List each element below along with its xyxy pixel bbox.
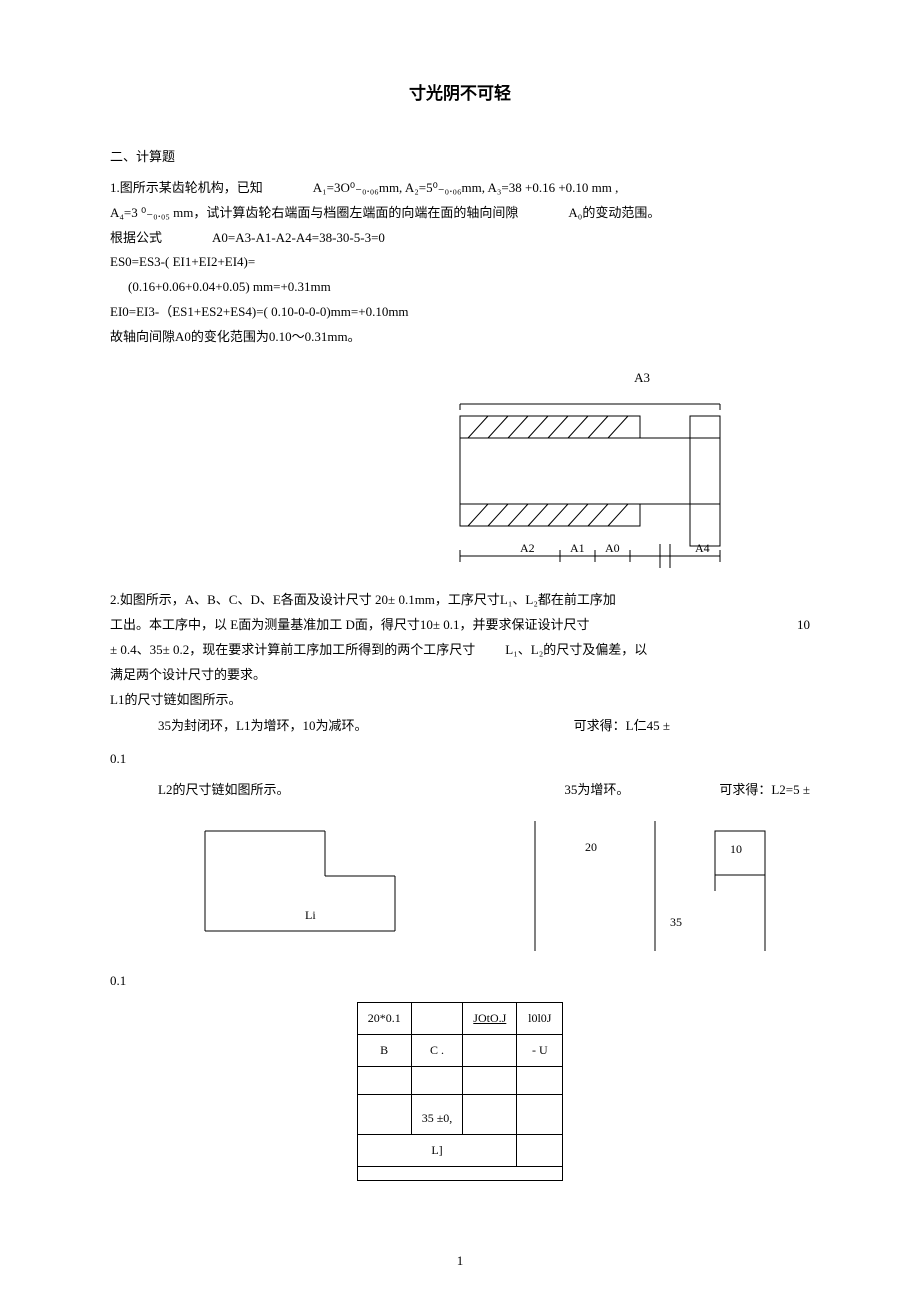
diagram-left: Li <box>155 811 415 951</box>
q2-s2b: 35为增环。 <box>564 780 629 801</box>
diag-right-10: 10 <box>730 842 742 856</box>
q2-l6: L2的尺寸链如图所示。 <box>158 780 289 801</box>
cell-r2c2: С . <box>411 1034 463 1066</box>
diag-right-20: 20 <box>585 840 597 854</box>
q1-line4: ES0=ES3-( EI1+EI2+EI4)= <box>110 252 810 273</box>
q2-s2c: 可求得：L2=5 ± <box>719 780 810 801</box>
q2-l5: L1的尺寸链如图所示。 <box>110 690 810 711</box>
diag-right-35: 35 <box>670 915 682 929</box>
cell-r2c3 <box>463 1034 517 1066</box>
table-row: L] <box>357 1134 563 1166</box>
cell-r2c4: - U <box>517 1034 563 1066</box>
q1-line3a: 根据公式 <box>110 228 162 249</box>
q2-s1b: 可求得：L仁45 ± <box>574 716 670 737</box>
cell-r3c3 <box>463 1066 517 1094</box>
q2-l3b: L₁、L₂的尺寸及偏差，以 <box>505 640 647 661</box>
diag-left-li: Li <box>305 908 316 922</box>
q1-open: 1.图所示某齿轮机构，已知 <box>110 178 263 199</box>
cell-r6 <box>357 1167 563 1181</box>
cell-r3c4 <box>517 1066 563 1094</box>
q2-l2a: 工出。本工序中，以 E面为测量基准加工 D面，得尺寸10± 0.1，并要求保证设… <box>110 615 589 636</box>
q2-s1a: 35为封闭环，L1为增环，10为减环。 <box>158 716 367 737</box>
fig1-a2: A2 <box>520 541 535 555</box>
q1-line6: EI0=EI3-（ES1+ES2+ES4)=( 0.10-0-0-0)mm=+0… <box>110 302 810 323</box>
a3-label: A3 <box>110 368 650 389</box>
cell-r1c1: 20*0.1 <box>357 1002 411 1034</box>
q1-line2b: A₀的变动范围。 <box>568 203 660 224</box>
cell-r3c1 <box>357 1066 411 1094</box>
q1-params: A₁=3O⁰₋₀.₀₆mm, A₂=5⁰₋₀.₀₆mm, A₃=38 +0.16… <box>313 178 619 199</box>
q1-line7: 故轴向间隙A0的变化范围为0.10〜0.31mm。 <box>110 327 810 348</box>
q2-l2b: 10 <box>797 615 810 636</box>
table-row <box>357 1066 563 1094</box>
cell-r4c4 <box>517 1094 563 1134</box>
table-row: 20*0.1 JOtO.J l0l0J <box>357 1002 563 1034</box>
diagram-table-wrap: 20*0.1 JOtO.J l0l0J B С . - U 35 ±0, L] <box>110 1002 810 1182</box>
figure1-svg: A2 A1 A0 A4 <box>440 394 750 574</box>
table-row: B С . - U <box>357 1034 563 1066</box>
q2-l1: 2.如图所示，A、B、C、D、E各面及设计尺寸 20± 0.1mm，工序尺寸L₁… <box>110 590 810 611</box>
cell-r4c2: 35 ±0, <box>411 1094 463 1134</box>
figure1-wrap: A2 A1 A0 A4 <box>110 394 750 574</box>
cell-r4c1 <box>357 1094 411 1134</box>
q2-v1: 0.1 <box>110 749 810 770</box>
fig1-a4: A4 <box>695 541 710 555</box>
cell-r1c4: l0l0J <box>517 1002 563 1034</box>
q1-line2a: A₄=3 ⁰₋₀.₀₅ mm，试计算齿轮右端面与档圈左端面的向端在面的轴向间隙 <box>110 203 518 224</box>
cell-r5b <box>517 1134 563 1166</box>
page-title: 寸光阴不可轻 <box>110 80 810 107</box>
cell-r1c3: JOtO.J <box>463 1002 517 1034</box>
cell-r4c3 <box>463 1094 517 1134</box>
q1-line3b: A0=A3-A1-A2-A4=38-30-5-3=0 <box>212 228 385 249</box>
fig1-a1: A1 <box>570 541 585 555</box>
q2-v2: 0.1 <box>110 971 810 992</box>
cell-r2c1: B <box>357 1034 411 1066</box>
cell-r3c2 <box>411 1066 463 1094</box>
fig1-a0: A0 <box>605 541 620 555</box>
cell-r1c2 <box>411 1002 463 1034</box>
diagram-table: 20*0.1 JOtO.J l0l0J B С . - U 35 ±0, L] <box>357 1002 564 1182</box>
table-row <box>357 1167 563 1181</box>
q1-line5: (0.16+0.06+0.04+0.05) mm=+0.31mm <box>128 277 810 298</box>
section-heading: 二、计算题 <box>110 147 810 168</box>
q2-l4: 满足两个设计尺寸的要求。 <box>110 665 810 686</box>
q2-l3a: ± 0.4、35± 0.2，现在要求计算前工序加工所得到的两个工序尺寸 <box>110 640 475 661</box>
page-number: 1 <box>110 1251 810 1272</box>
diagram-right: 20 10 35 <box>505 811 765 951</box>
table-row: 35 ±0, <box>357 1094 563 1134</box>
cell-r5: L] <box>357 1134 517 1166</box>
